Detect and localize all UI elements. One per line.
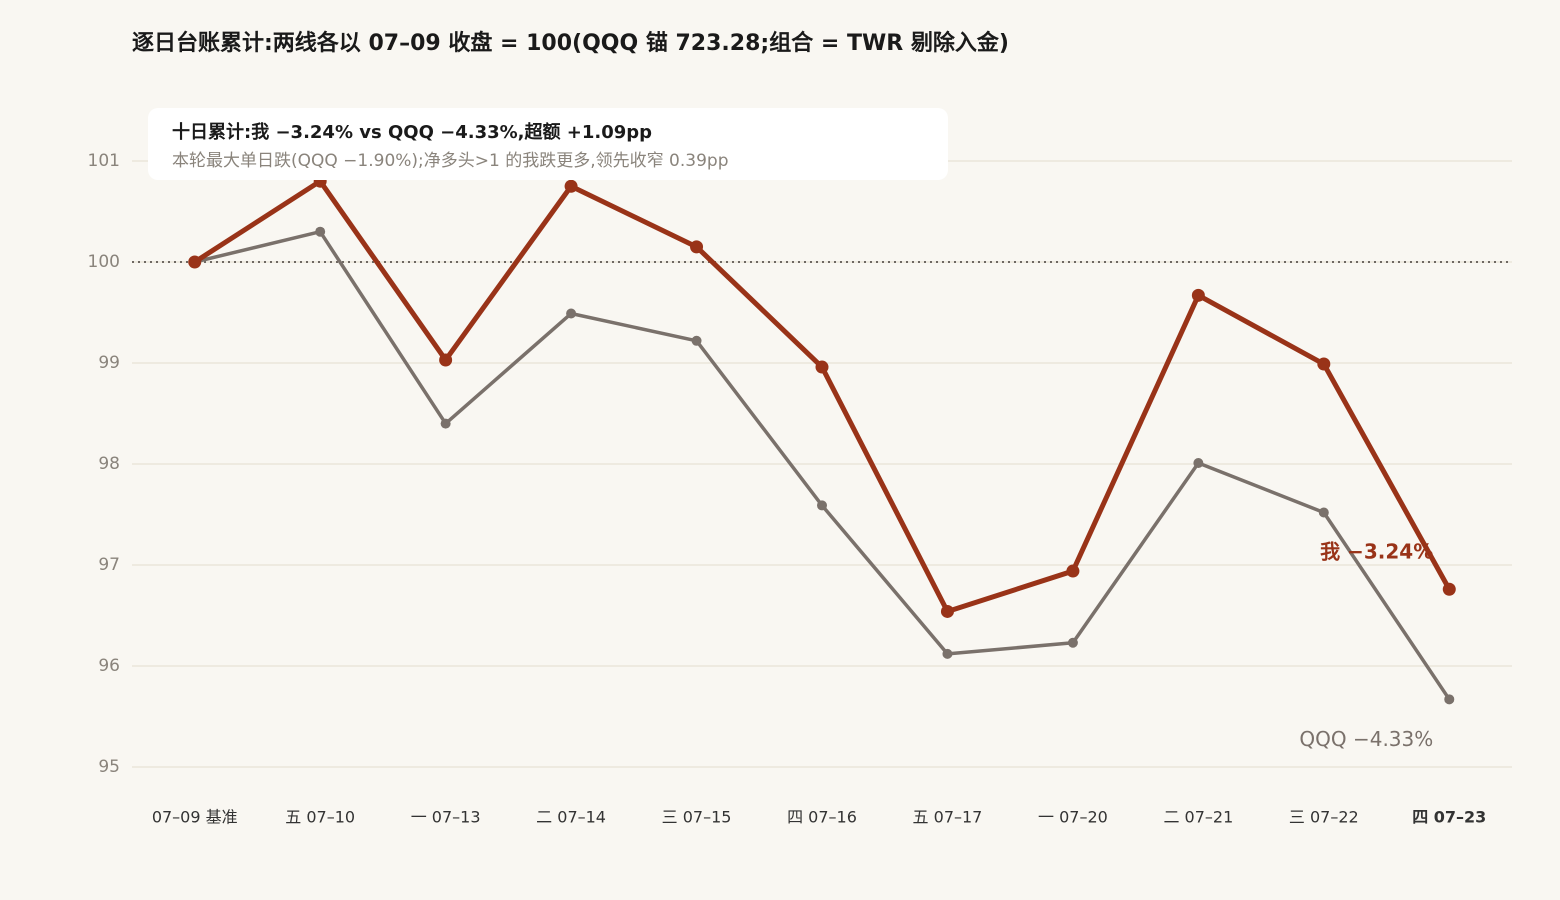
x-tick-label: 07–09 基准	[152, 808, 238, 827]
x-tick-label: 二 07–21	[1163, 808, 1233, 827]
data-point	[440, 418, 451, 429]
data-point	[1317, 357, 1331, 371]
data-point	[1067, 637, 1078, 648]
x-tick-label: 三 07–22	[1289, 808, 1359, 827]
data-point	[1318, 507, 1329, 518]
annotation-title: 十日累计:我 −3.24% vs QQQ −4.33%,超额 +1.09pp	[172, 121, 652, 143]
data-point	[188, 255, 202, 269]
y-tick-label: 100	[88, 252, 120, 272]
data-point	[1193, 457, 1204, 468]
x-tick-label: 一 07–13	[411, 808, 481, 827]
x-tick-label: 二 07–14	[536, 808, 606, 827]
end-label: QQQ −4.33%	[1299, 727, 1433, 751]
data-point	[691, 335, 702, 346]
annotation-box	[148, 108, 948, 180]
data-point	[1191, 288, 1205, 302]
annotation: 十日累计:我 −3.24% vs QQQ −4.33%,超额 +1.09pp 本…	[148, 108, 948, 180]
x-tick-label: 四 07–16	[787, 808, 857, 827]
x-tick-label: 五 07–17	[913, 808, 983, 827]
grid: 95 96 97 98 99 100 101 07–09 基准 五 07–10 一 07–13 二 …	[88, 151, 1512, 827]
data-point	[817, 500, 827, 511]
data-point	[439, 353, 453, 367]
chart-title: 逐日台账累计:两线各以 07–09 收盘 = 100(QQQ 锚 723.28;…	[132, 30, 1009, 56]
data-point	[564, 179, 578, 193]
data-point	[942, 648, 953, 659]
lines: QQQ −4.33% 我 −3.24%	[188, 174, 1456, 751]
data-point	[1066, 564, 1080, 578]
data-point	[566, 308, 577, 319]
y-tick-label: 97	[98, 555, 120, 575]
data-point	[940, 604, 954, 618]
data-point	[815, 360, 829, 374]
x-tick-label: 三 07–15	[662, 808, 732, 827]
data-point	[1442, 582, 1456, 596]
y-tick-label: 99	[98, 353, 120, 373]
y-tick-label: 101	[88, 151, 120, 171]
series-line	[194, 229, 1451, 701]
x-tick-label: 四 07–23	[1412, 808, 1486, 827]
data-point	[1444, 694, 1455, 705]
data-point	[690, 240, 704, 254]
end-label: 我 −3.24%	[1320, 540, 1433, 564]
y-tick-label: 96	[98, 656, 120, 676]
x-tick-label: 一 07–20	[1038, 808, 1108, 827]
y-tick-label: 98	[98, 454, 120, 474]
data-point	[315, 226, 326, 237]
annotation-text: 本轮最大单日跌(QQQ −1.90%);净多头>1 的我跌更多,领先收窄 0.3…	[172, 151, 729, 171]
x-tick-label: 五 07–10	[285, 808, 355, 827]
y-tick-label: 95	[98, 757, 120, 777]
series-line	[193, 178, 1452, 614]
